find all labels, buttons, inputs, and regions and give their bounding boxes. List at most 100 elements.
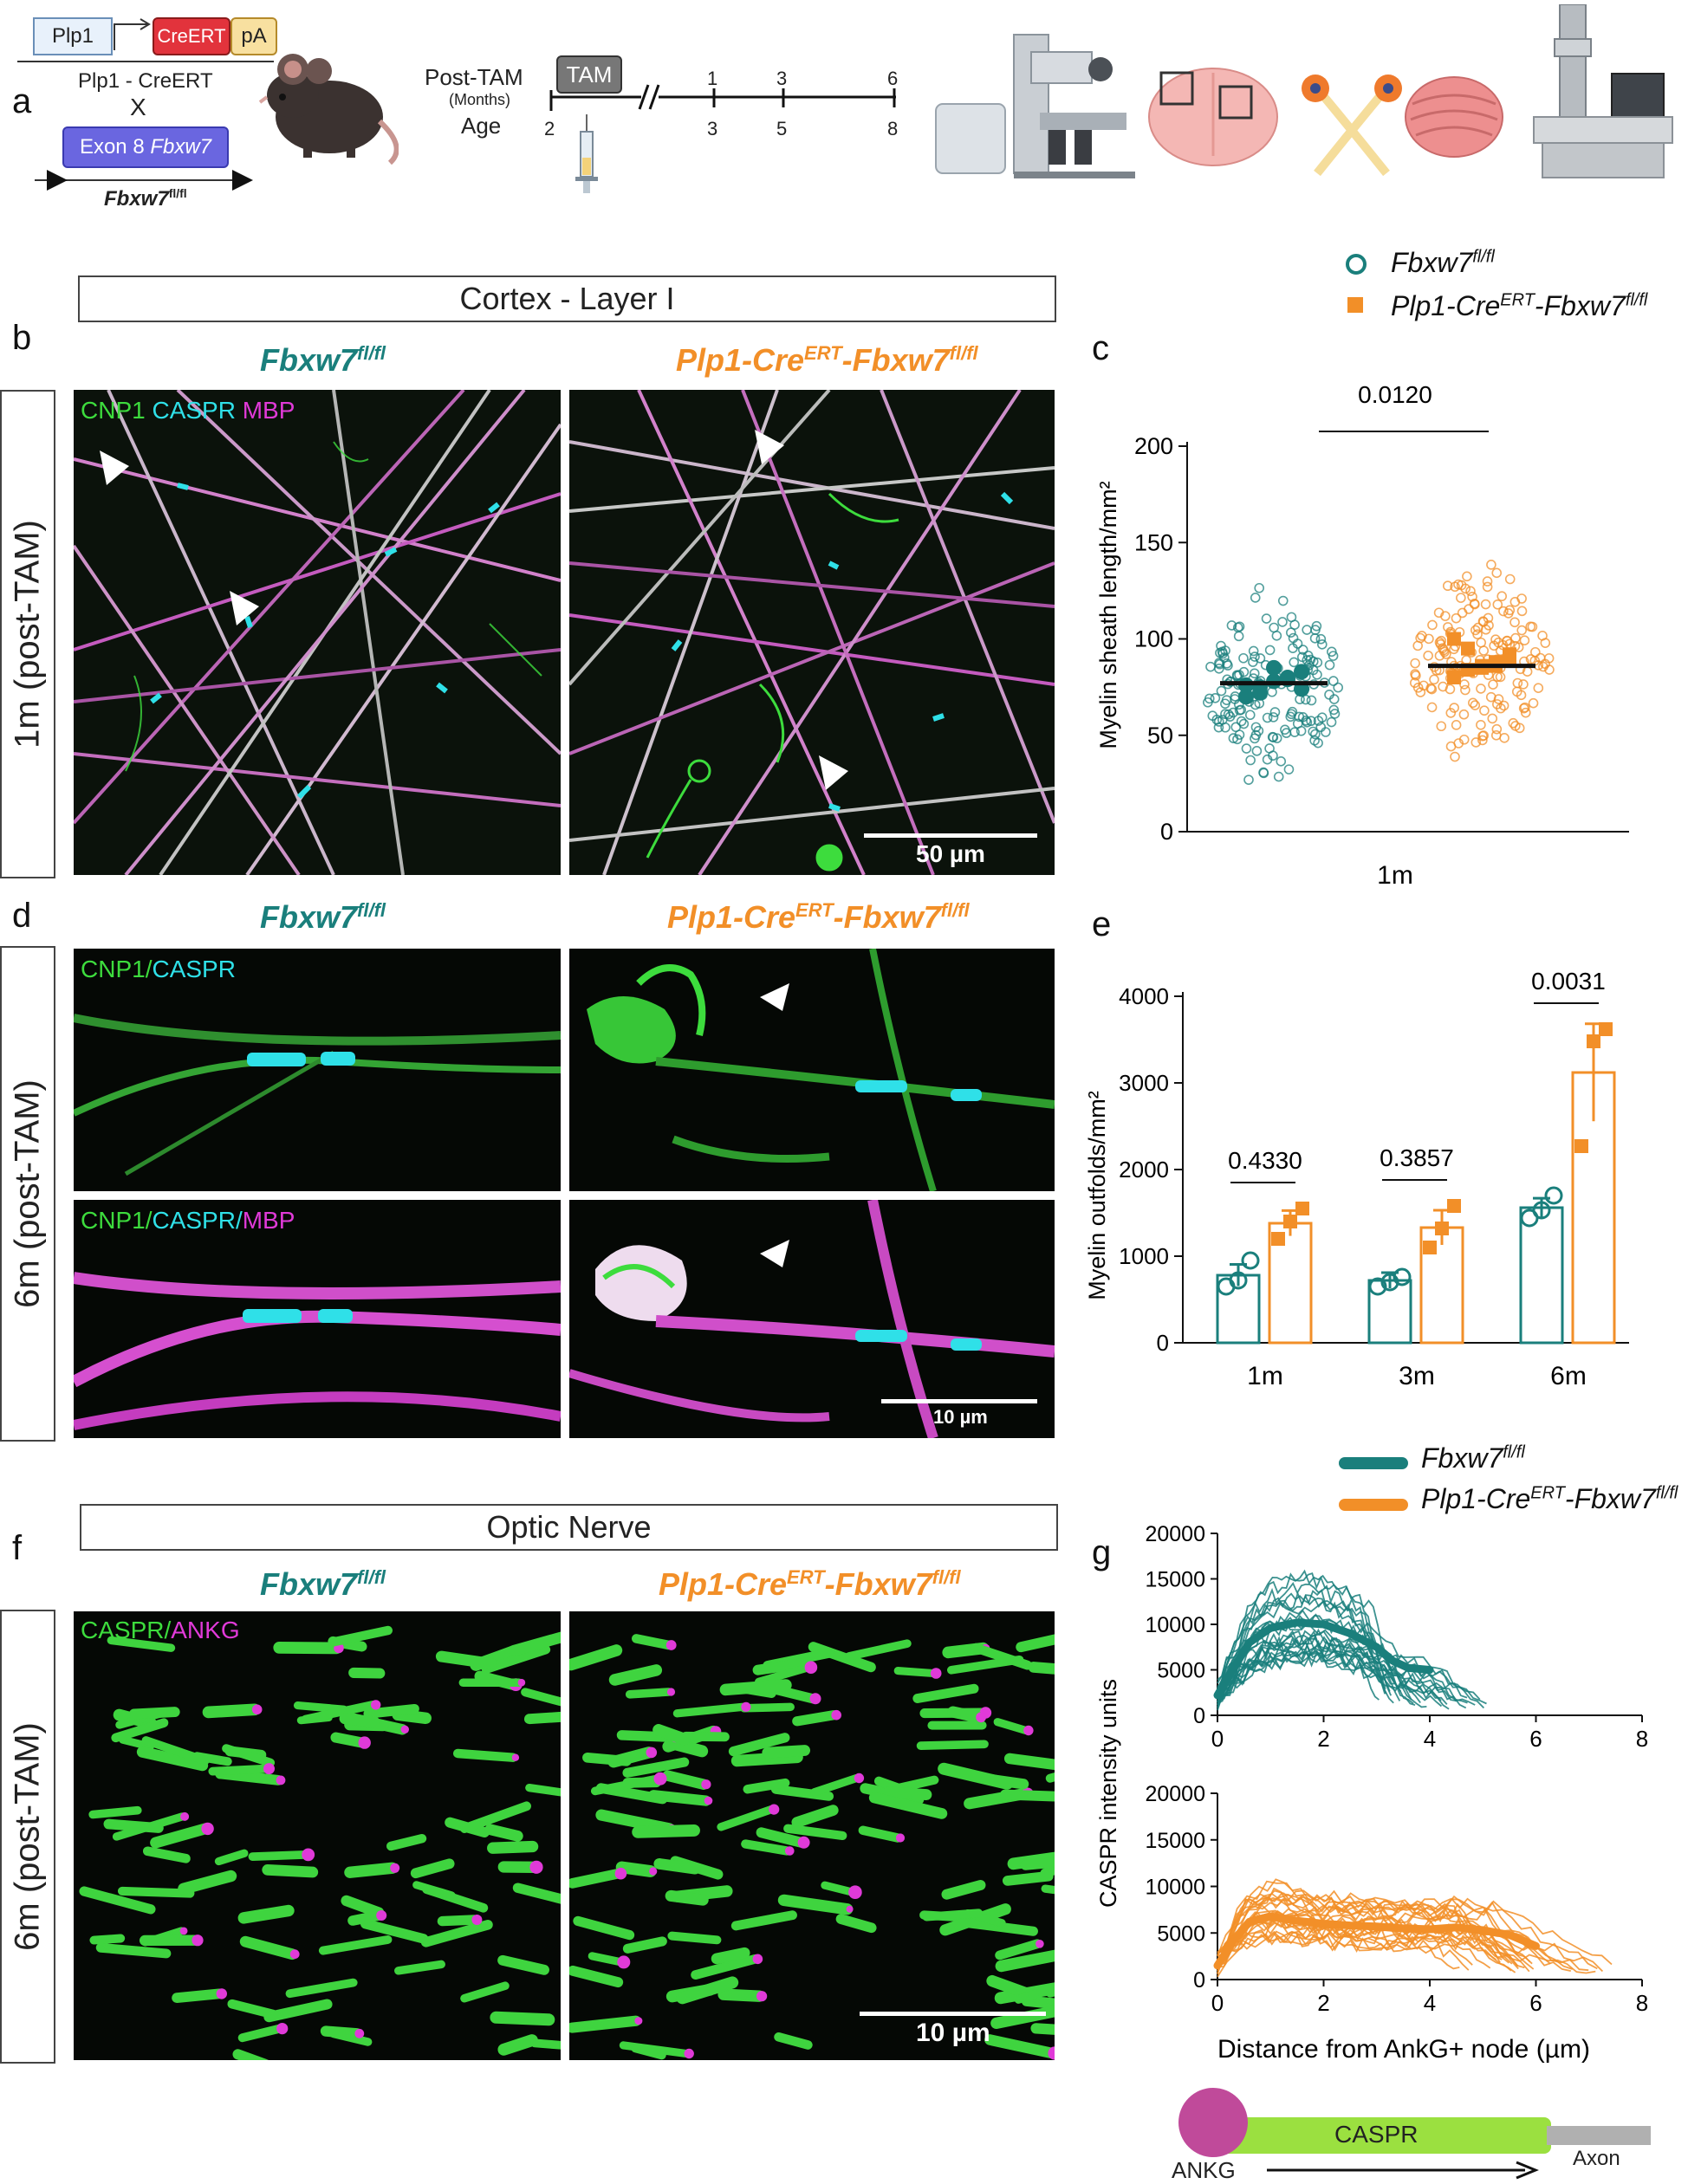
c-y-tick-label: 150: [1134, 529, 1173, 555]
c-sheath-point: [1538, 632, 1547, 640]
caspr-paranode: [212, 1769, 266, 1772]
ankg-node: [471, 1915, 482, 1925]
ankg-node: [615, 1868, 627, 1880]
ankg-node: [685, 2049, 694, 2058]
caspr-paranode: [245, 1941, 292, 1954]
c-sheath-point: [1480, 706, 1489, 715]
post-tick-3: 3: [776, 68, 787, 90]
e-data-point: [1599, 1022, 1613, 1036]
ankg-node: [263, 1763, 275, 1774]
c-sheath-point: [1452, 721, 1461, 729]
caspr-paranode: [184, 1876, 231, 1889]
caspr-paranode: [219, 1853, 244, 1861]
post-tick-6: 6: [887, 68, 898, 90]
caspr-paranode: [503, 2040, 532, 2050]
e-y-tick-label: 1000: [1119, 1243, 1169, 1269]
caspr-paranode: [458, 1753, 513, 1758]
e-y-tick-label: 0: [1157, 1330, 1169, 1356]
ankg-node: [756, 1991, 767, 2001]
g-x-tick-label: 8: [1636, 1990, 1648, 2016]
c-sheath-point: [1466, 587, 1475, 595]
g-x-tick-label: 2: [1317, 1726, 1329, 1752]
caspr-paranode: [93, 1811, 138, 1815]
c-y-tick-label: 200: [1134, 433, 1173, 459]
c-sheath-point: [1326, 661, 1334, 670]
c-sheath-point: [1493, 600, 1502, 609]
caspr-paranode: [615, 1670, 657, 1680]
c-sheath-point: [1463, 572, 1471, 580]
ankg-node: [798, 1837, 810, 1849]
g-y-axis-label: CASPR intensity units: [1095, 1679, 1121, 1908]
g-x-axis-label: Distance from AnkG+ node (µm): [1217, 2035, 1590, 2064]
legend-control-label: Fbxw7fl/fl: [1391, 247, 1495, 279]
c-sheath-point: [1504, 609, 1513, 618]
caspr-paranode: [784, 1900, 847, 1909]
ankg-node: [512, 1754, 519, 1761]
c-sheath-point: [1430, 675, 1438, 684]
caspr-paranode: [518, 1888, 562, 1904]
g-x-tick-label: 0: [1211, 1990, 1224, 2016]
e-x-tick-label: 1m: [1247, 1362, 1283, 1390]
ankg-node: [649, 1867, 657, 1875]
ankg-node: [701, 1779, 711, 1789]
scale-bar-label-f: 10 µm: [916, 2019, 990, 2048]
caspr-paranode: [243, 2029, 280, 2038]
caspr-paranode: [986, 1779, 1023, 1784]
legend-g-cko-label: Plp1-CreERT-Fbxw7fl/fl: [1421, 1483, 1678, 1515]
cortex-layer-title: Cortex - Layer I: [78, 275, 1056, 322]
g-y-tick-label: 15000: [1145, 1829, 1205, 1853]
caspr-paranode: [849, 1643, 907, 1656]
age-tick-2: 2: [544, 118, 555, 140]
caspr-paranode: [417, 1885, 451, 1896]
c-sheath-point: [1249, 658, 1257, 666]
caspr-paranode: [490, 1830, 518, 1837]
scale-bar-label-b: 50 µm: [916, 840, 985, 868]
promoter-arrow-icon: [109, 16, 154, 54]
c-sheath-point: [1411, 659, 1419, 668]
caspr-paranode: [347, 1901, 379, 1913]
g-y-tick-label: 0: [1193, 1968, 1205, 1993]
c-sheath-point: [1534, 684, 1542, 692]
ankg-node: [376, 1910, 386, 1921]
caspr-paranode: [147, 1851, 185, 1859]
legend-control-marker-icon: [1343, 251, 1369, 277]
legend-g-cko-line-icon: [1339, 1499, 1408, 1511]
caspr-paranode: [209, 1709, 255, 1712]
caspr-paranode: [503, 1960, 544, 1970]
e-y-tick-label: 2000: [1119, 1157, 1169, 1183]
caspr-paranode: [529, 1714, 561, 1719]
c-sheath-point: [1519, 680, 1528, 689]
caspr-paranode: [768, 1751, 805, 1753]
e-data-point: [1295, 1202, 1309, 1215]
caspr-paranode: [243, 1911, 289, 1918]
c-sheath-point: [1282, 729, 1291, 737]
ankg-node: [180, 1812, 189, 1821]
e-pvalue: 0.4330: [1228, 1147, 1302, 1174]
caspr-paranode: [269, 2005, 327, 2018]
direction-arrow-icon: [1265, 2159, 1542, 2181]
caspr-paranode: [326, 2032, 357, 2034]
caspr-paranode: [514, 1636, 561, 1650]
g-y-tick-label: 5000: [1157, 1659, 1205, 1683]
caspr-paranode: [724, 1994, 759, 1996]
ankg-node: [1036, 1940, 1044, 1948]
caspr-paranode: [797, 1811, 834, 1823]
scale-bar-f: [860, 2012, 1046, 2016]
c-sheath-point: [1308, 728, 1317, 736]
ankg-node: [785, 1846, 795, 1856]
e-pvalue: 0.0031: [1531, 968, 1606, 995]
caspr-paranode: [717, 1953, 744, 1959]
c-y-axis-label: Myelin sheath length/mm²: [1095, 481, 1121, 749]
c-animal-mean-point: [1447, 632, 1461, 646]
age-tick-5: 5: [776, 118, 787, 140]
ankg-node: [896, 1833, 905, 1842]
e-data-point: [1447, 1199, 1461, 1213]
caspr-paranode: [1005, 1795, 1055, 1797]
caspr-paranode: [736, 1915, 792, 1926]
panel-letter-f: f: [12, 1529, 22, 1568]
ankg-node: [354, 2029, 364, 2038]
c-sheath-point: [1242, 744, 1250, 753]
e-data-point: [1574, 1139, 1588, 1153]
channel-labels-d-bottom: CNP1/CASPR/MBP: [81, 1207, 295, 1235]
caspr-paranode: [1027, 2001, 1055, 2006]
